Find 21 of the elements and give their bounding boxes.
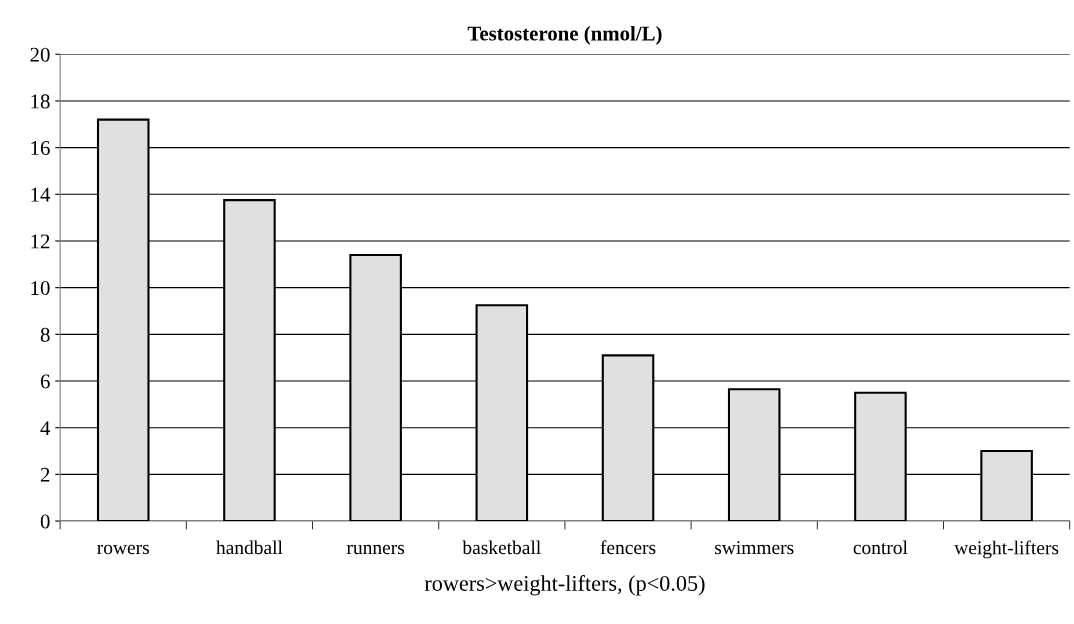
x-tick-label: runners bbox=[346, 544, 405, 555]
x-tick-label: handball bbox=[216, 540, 283, 555]
x-tick-label: weight-lifters bbox=[954, 540, 1059, 559]
x-tick-label: control bbox=[853, 540, 908, 555]
x-axis-title: rowers>weight-lifters, (p<0.05) bbox=[424, 575, 705, 596]
x-tick-label: rowers bbox=[97, 544, 149, 555]
y-tick-label: 6 bbox=[40, 374, 50, 389]
y-tick-label: 10 bbox=[31, 281, 50, 296]
y-tick-label: 20 bbox=[30, 47, 50, 62]
y-tick-label: 4 bbox=[40, 421, 51, 435]
y-tick-label: 8 bbox=[40, 327, 50, 342]
y-tick-label: 16 bbox=[31, 141, 50, 156]
y-tick-label: 18 bbox=[31, 94, 50, 109]
x-tick-label: swimmers bbox=[715, 541, 794, 555]
x-tick-label: fencers bbox=[600, 540, 656, 555]
x-tick-label: basketball bbox=[462, 540, 541, 555]
chart-title: Testosterone (nmol/L) bbox=[467, 25, 662, 45]
y-tick-label: 2 bbox=[40, 467, 50, 482]
y-tick-label: 12 bbox=[31, 234, 50, 249]
y-tick-label: 0 bbox=[40, 514, 50, 529]
y-tick-label: 14 bbox=[31, 187, 51, 202]
